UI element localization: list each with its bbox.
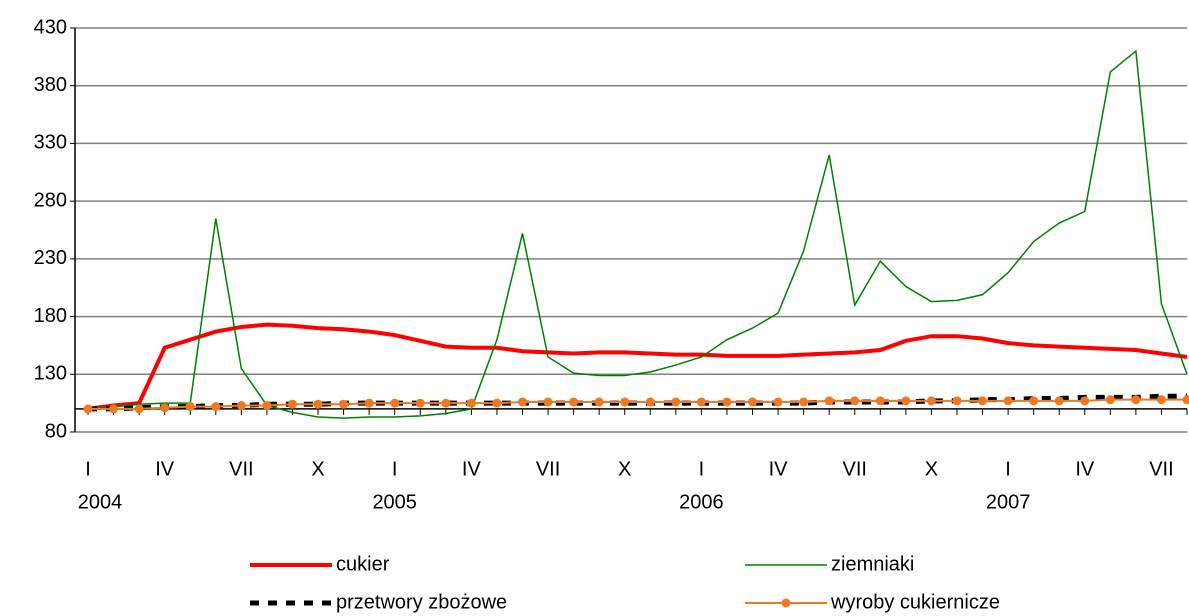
y-tick-label: 180 [34,305,67,327]
series-marker [185,402,195,412]
series-marker [799,397,809,407]
legend-label: ziemniaki [831,553,914,575]
series-marker [926,396,936,406]
x-tick-label: X [618,458,631,480]
y-tick-label: 330 [34,132,67,154]
series-marker [824,396,834,406]
series-line [87,322,1188,411]
series-marker [160,403,170,413]
series-marker [901,396,911,406]
series-marker [875,396,885,406]
series-marker [1182,395,1189,405]
x-tick-label: IV [155,458,175,480]
series-marker [211,402,221,412]
series-marker [1105,395,1115,405]
y-tick-label: 80 [45,420,67,442]
series-marker [441,398,451,408]
x-tick-label: IV [769,458,789,480]
year-label: 2007 [986,491,1031,513]
series-marker [1156,395,1166,405]
x-tick-label: X [925,458,938,480]
y-tick-label: 380 [34,74,67,96]
series-marker [1131,395,1141,405]
x-tick-label: I [392,458,398,480]
series-marker [978,396,988,406]
legend-label: cukier [336,553,390,575]
series-marker [748,397,758,407]
legend-marker [781,598,791,608]
series-marker [569,397,579,407]
series-marker [109,404,119,414]
series-marker [773,397,783,407]
series-marker [543,397,553,407]
legend-label: wyroby cukiernicze [830,591,1000,613]
series-marker [671,397,681,407]
year-label: 2004 [78,491,123,513]
series-marker [492,398,502,408]
series-line [87,49,1188,419]
x-tick-label: X [311,458,324,480]
series-marker [594,397,604,407]
series-marker [517,397,527,407]
legend-label: przetwory zbożowe [336,591,507,613]
x-tick-label: IV [1075,458,1095,480]
series-marker [262,400,272,410]
series-marker [313,399,323,409]
y-tick-label: 280 [34,189,67,211]
series-marker [339,399,349,409]
series-marker [364,398,374,408]
x-tick-label: IV [462,458,482,480]
series-marker [1080,396,1090,406]
series-marker [83,404,93,414]
x-tick-label: I [85,458,91,480]
y-tick-label: 130 [34,363,67,385]
series-marker [620,397,630,407]
series-marker [696,397,706,407]
x-tick-label: I [1005,458,1011,480]
year-label: 2006 [679,491,724,513]
series-marker [134,404,144,414]
series-marker [415,398,425,408]
series-marker [466,398,476,408]
x-tick-label: VII [843,458,867,480]
x-tick-label: I [699,458,705,480]
series-marker [1003,396,1013,406]
series-marker [1054,396,1064,406]
series-marker [645,397,655,407]
series-marker [287,399,297,409]
x-tick-label: VII [536,458,560,480]
y-tick-label: 230 [34,247,67,269]
x-tick-label: VII [1149,458,1173,480]
x-tick-label: VII [229,458,253,480]
y-tick-label: 430 [34,16,67,38]
series-marker [236,400,246,410]
series-marker [850,396,860,406]
series-marker [952,396,962,406]
series-marker [1029,396,1039,406]
year-label: 2005 [372,491,417,513]
series-marker [390,398,400,408]
series-marker [722,397,732,407]
